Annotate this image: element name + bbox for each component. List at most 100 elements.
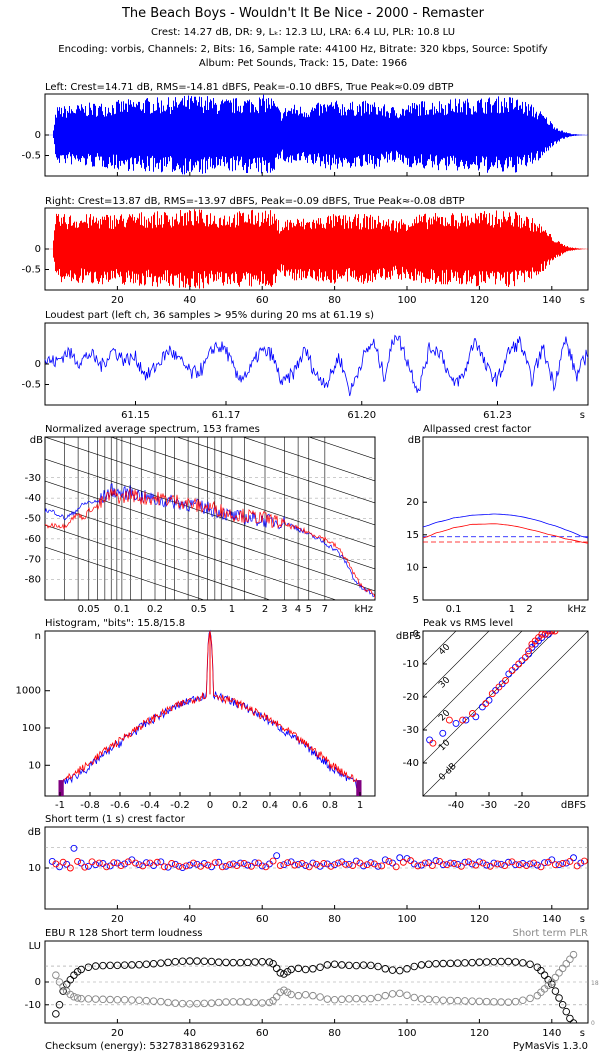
ebu-point-plr	[142, 996, 151, 1005]
stcrest-point-red	[530, 859, 538, 867]
ebu-point-plr	[519, 996, 527, 1004]
stcrest-point-red	[370, 860, 378, 868]
ebu-point-plr	[178, 999, 187, 1008]
pvr-xtick-label: -40	[448, 800, 464, 811]
stcrest-point-red	[284, 859, 291, 867]
ebu-point-loudness	[497, 957, 505, 966]
histogram-yunit: n	[35, 631, 41, 642]
ebu-point-plr	[276, 988, 285, 997]
loudest-xtick-label: 61.17	[212, 410, 241, 421]
ebu-point-loudness	[490, 957, 498, 966]
histogram-xtick-label: 0.2	[232, 800, 248, 811]
stcrest-xtick-label: 40	[183, 914, 196, 925]
ebu-point-plr	[381, 991, 390, 1000]
crest-title: Allpassed crest factor	[423, 424, 532, 435]
ebu-point-loudness	[120, 961, 129, 969]
stcrest-point-red	[139, 862, 147, 870]
ebu-point-plr	[229, 998, 237, 1006]
ebu-point-plr	[200, 999, 209, 1008]
ebu-point-plr	[171, 999, 180, 1007]
pvr-point-red	[544, 631, 552, 635]
ebu-point-plr	[330, 996, 339, 1004]
ebu-point-loudness	[186, 957, 194, 965]
stcrest-point-red	[240, 860, 248, 867]
ebu-point-loudness	[287, 965, 295, 974]
stcrest-point-blue	[244, 861, 252, 869]
pvr-point-red	[502, 677, 509, 684]
ebu-point-loudness	[135, 960, 143, 969]
stcrest-point-red	[124, 858, 132, 866]
stcrest-title: Short term (1 s) crest factor	[45, 814, 186, 825]
spectrum-slope-line	[45, 458, 375, 570]
stcrest-point-red	[298, 860, 306, 867]
version-label: PyMasVis 1.3.0	[512, 1041, 588, 1052]
stcrest-point-blue	[338, 858, 346, 866]
stcrest-point-blue	[331, 861, 339, 869]
spectrum-line-blue	[45, 483, 375, 598]
stcrest-point-red	[218, 863, 226, 871]
ebu-point-loudness	[345, 961, 353, 970]
stcrest-point-red	[334, 859, 342, 867]
pvr-diagonal-label: 20	[437, 708, 452, 723]
crest-ytick-label: 10	[406, 562, 419, 573]
right-waveform-xtick-label: 120	[470, 295, 489, 306]
ebu-point-loudness	[200, 957, 209, 966]
stcrest-point-red	[88, 858, 96, 866]
spectrum-ytick-label: -30	[25, 473, 41, 484]
stcrest-point-blue	[294, 860, 302, 868]
right-waveform-xtick-label: 20	[111, 295, 124, 306]
stcrest-point-blue	[570, 854, 577, 862]
loudest-xunit: s	[580, 410, 585, 421]
ebu-right-tick-label: 0	[591, 1020, 595, 1027]
pvr-ytick-label: -40	[403, 758, 419, 769]
ebu-xtick-label: 80	[328, 1028, 341, 1039]
ebu-point-loudness	[381, 965, 390, 973]
ebu-point-loudness	[439, 959, 447, 968]
stcrest-point-red	[501, 862, 509, 869]
stcrest-point-blue	[533, 861, 541, 869]
pvr-title: Peak vs RMS level	[423, 618, 513, 629]
ebu-point-loudness	[294, 964, 303, 973]
pvr-diagonal-label: 10	[437, 738, 452, 753]
ebu-point-plr	[359, 995, 368, 1003]
stcrest-point-blue	[48, 857, 56, 865]
ebu-point-loudness	[280, 970, 288, 978]
ebu-point-plr	[280, 986, 288, 994]
ebu-point-plr	[113, 996, 122, 1004]
ebu-point-loudness	[113, 961, 122, 970]
ebu-point-plr	[475, 997, 484, 1006]
stcrest-point-blue	[309, 859, 317, 867]
stcrest-point-red	[472, 861, 480, 869]
pvr-diagonal-label: 40	[437, 642, 452, 657]
histogram-xtick-label: 0	[207, 800, 213, 811]
stcrest-point-red	[197, 862, 205, 870]
pvr-diagonal	[423, 631, 457, 665]
ebu-point-loudness	[566, 1014, 574, 1023]
ebu-point-loudness	[359, 961, 368, 969]
stcrest-point-blue	[113, 859, 121, 867]
pvr-point-red	[538, 631, 546, 638]
stcrest-point-red	[320, 860, 328, 867]
spectrum-slope-line	[45, 502, 337, 600]
encoding-line: Encoding: vorbis, Channels: 2, Bits: 16,…	[58, 44, 548, 55]
spectrum-slope-line	[110, 437, 375, 526]
stcrest-point-blue	[526, 860, 534, 868]
stcrest-point-blue	[367, 859, 375, 867]
ebu-point-loudness	[258, 957, 266, 966]
spectrum-grid	[45, 437, 375, 600]
stcrest-point-blue	[323, 860, 331, 868]
ebu-point-loudness	[149, 960, 158, 968]
stcrest-point-blue	[461, 858, 469, 866]
ebu-point-plr	[294, 991, 303, 1000]
ebu-xtick-label: 40	[183, 1028, 196, 1039]
histogram-edge-bar	[358, 780, 362, 796]
ebu-point-plr	[164, 998, 172, 1007]
pvr-point-blue	[485, 696, 493, 704]
ebu-point-plr	[323, 995, 332, 1003]
stcrest-xtick-label: 120	[470, 914, 489, 925]
ebu-point-loudness	[316, 963, 324, 971]
ebu-point-loudness	[265, 958, 274, 966]
ebu-point-plr	[548, 978, 556, 986]
crest-xtick-label: 2	[526, 604, 532, 615]
loudest-xtick-label: 61.20	[347, 410, 376, 421]
